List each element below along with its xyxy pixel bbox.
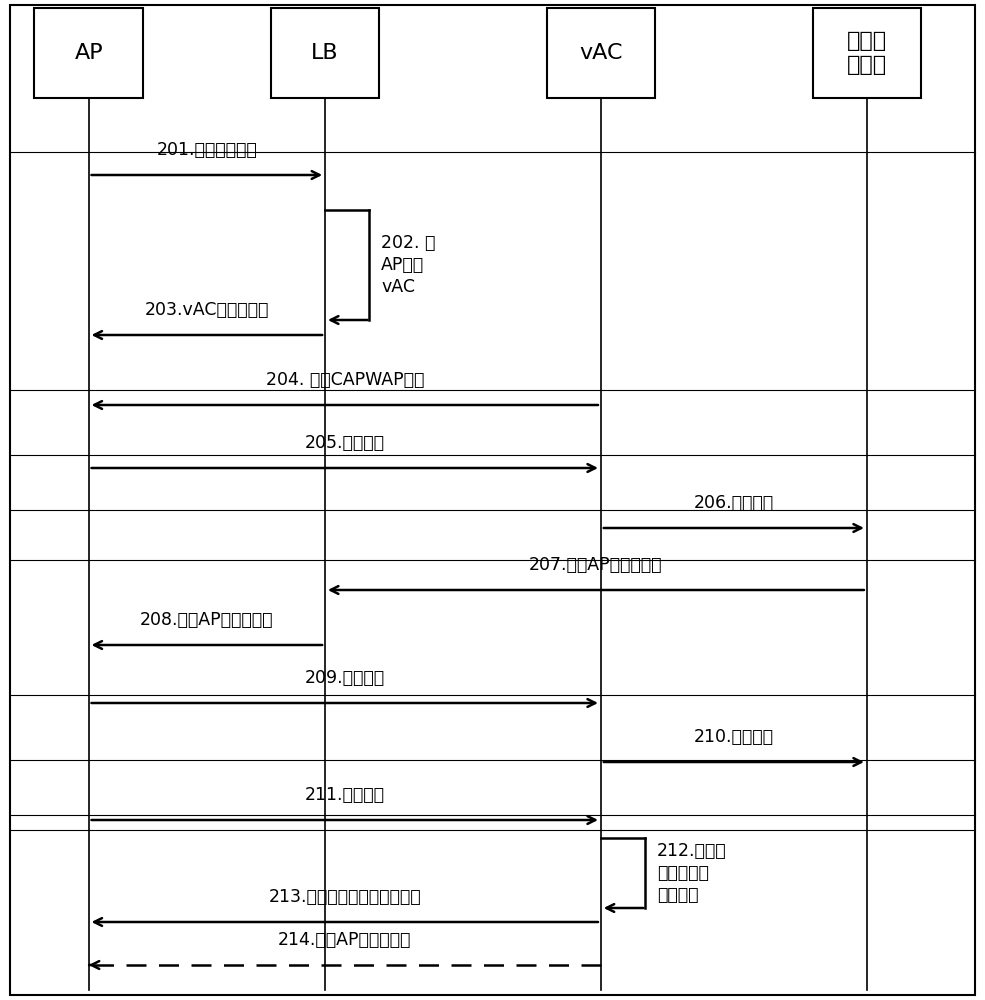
Text: 网络管
理装置: 网络管 理装置 — [847, 31, 886, 75]
Text: 209.运行信息: 209.运行信息 — [304, 669, 385, 687]
Text: AP: AP — [74, 43, 103, 63]
Bar — [271, 8, 379, 98]
Text: 214.针对AP的配置信息: 214.针对AP的配置信息 — [278, 931, 412, 949]
Text: 204. 建立CAPWAP隧道: 204. 建立CAPWAP隧道 — [266, 371, 424, 389]
Text: 210.运行信息: 210.运行信息 — [693, 728, 774, 746]
Text: vAC: vAC — [579, 43, 623, 63]
Text: 208.针对AP的配置信息: 208.针对AP的配置信息 — [140, 611, 274, 629]
Text: 202. 为
AP分配
vAC: 202. 为 AP分配 vAC — [381, 234, 435, 296]
Bar — [547, 8, 655, 98]
Text: 201.发现请求报文: 201.发现请求报文 — [157, 141, 257, 159]
Text: 207.针对AP的配置信息: 207.针对AP的配置信息 — [529, 556, 663, 574]
Text: 213.无需配置更新的指示信息: 213.无需配置更新的指示信息 — [269, 888, 421, 906]
Text: 203.vAC的地址信息: 203.vAC的地址信息 — [145, 301, 269, 319]
Bar — [34, 8, 143, 98]
Text: 205.配置请求: 205.配置请求 — [304, 434, 385, 452]
Bar — [813, 8, 921, 98]
Text: 211.配置请求: 211.配置请求 — [304, 786, 385, 804]
Text: LB: LB — [311, 43, 339, 63]
Text: 206.配置请求: 206.配置请求 — [693, 494, 774, 512]
Text: 212.比较配
置参数指纹
是否一致: 212.比较配 置参数指纹 是否一致 — [657, 842, 727, 904]
